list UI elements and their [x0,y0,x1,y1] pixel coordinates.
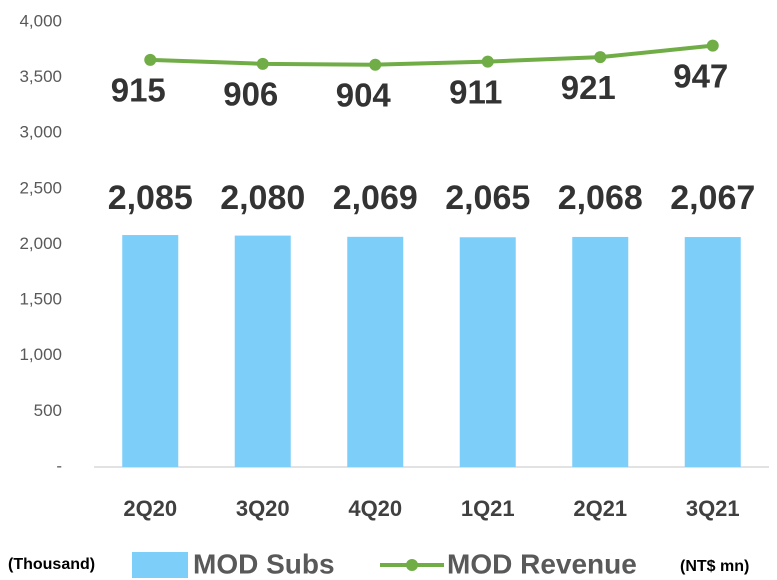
bar-value-label: 2,080 [220,179,305,217]
y-tick-label: 1,500 [19,290,62,309]
line-marker [369,58,382,71]
legend-swatch [132,552,188,578]
x-tick-label: 1Q21 [461,496,515,521]
line-value-label: 915 [111,72,166,109]
y-tick-label: 2,500 [19,178,62,197]
x-tick-label: 3Q21 [686,496,740,521]
bar-value-label: 2,065 [445,179,530,217]
bar-value-label: 2,068 [558,179,643,217]
x-tick-label: 2Q21 [573,496,627,521]
line-value-label: 906 [223,76,278,113]
legend-label: MOD Subs [193,548,335,579]
y-tick-label: 500 [34,401,62,420]
y-tick-label: 1,000 [19,345,62,364]
line [150,43,713,67]
bar [122,235,179,467]
y-tick-label: 4,000 [19,11,62,30]
line-value-label: 911 [449,73,502,110]
bar [347,236,404,467]
y-tick-label: 3,000 [19,123,62,142]
line-marker [481,55,494,68]
bar-value-label: 2,069 [333,179,418,217]
line-value-label: 947 [673,57,728,94]
line-marker [144,53,157,66]
bar-value-label: 2,067 [670,179,755,217]
line-value-label: 904 [336,76,392,113]
x-tick-label: 2Q20 [123,496,177,521]
legend-label: MOD Revenue [447,548,637,579]
x-tick-label: 4Q20 [348,496,402,521]
bar [234,235,291,467]
y-tick-label: 3,500 [19,67,62,86]
bar [684,237,741,467]
bar-value-label: 2,085 [108,179,193,217]
y2-unit-label: (NT$ mn) [680,558,749,575]
y-tick-label: - [56,456,62,475]
line-value-label: 921 [561,69,616,106]
bar [572,236,629,467]
line-marker [256,57,269,70]
line-marker [706,39,719,52]
line-marker [594,51,607,64]
y-tick-label: 2,000 [19,234,62,253]
x-tick-label: 3Q20 [236,496,290,521]
bar [459,237,516,467]
y-unit-label: (Thousand) [8,556,95,573]
legend-marker [406,559,418,571]
